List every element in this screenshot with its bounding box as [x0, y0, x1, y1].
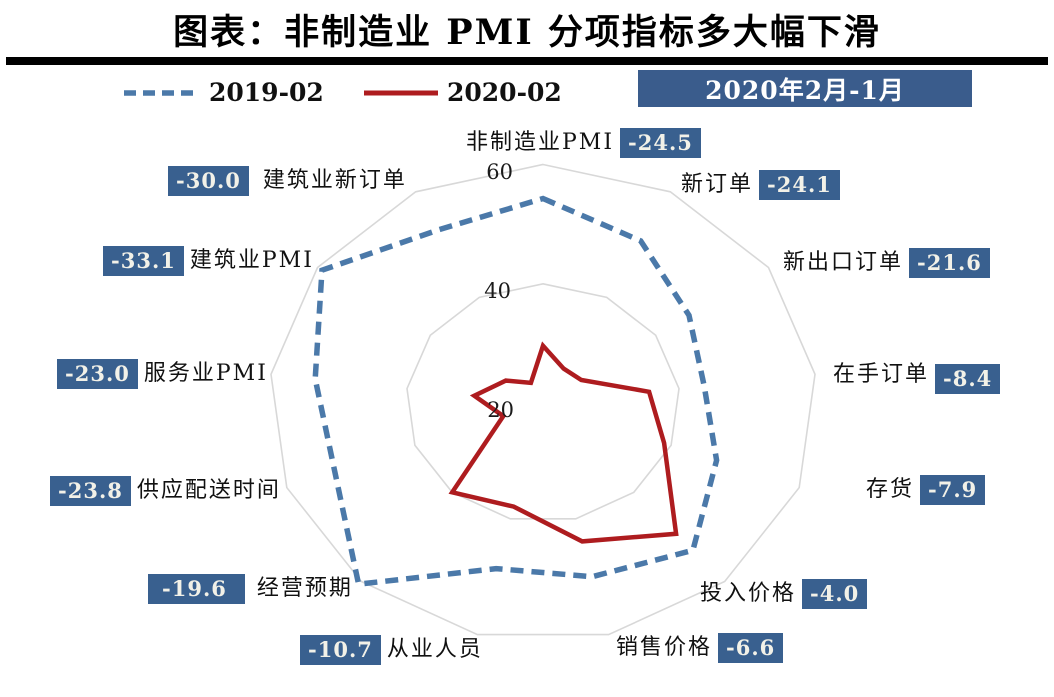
category-text: 新订单 — [681, 172, 754, 197]
category-text: 建筑业PMI — [189, 248, 314, 273]
label-inventories: 存货 -7.9 — [866, 475, 986, 505]
axis-tick-20: 20 — [487, 398, 514, 422]
change-badge: -10.7 — [300, 635, 381, 665]
axis-tick-40: 40 — [484, 279, 511, 303]
change-badge: -24.5 — [620, 128, 701, 158]
legend-label-2019: 2019-02 — [209, 78, 324, 107]
change-badge: -23.8 — [50, 476, 131, 506]
label-business-expectations: -19.6 经营预期 — [148, 574, 353, 604]
label-nonmanufacturing-pmi: 非制造业PMI -24.5 — [466, 128, 701, 158]
title-divider — [6, 57, 1048, 65]
change-badge: -23.0 — [57, 359, 138, 389]
grid-ring-60 — [270, 163, 816, 636]
category-text: 销售价格 — [616, 635, 713, 660]
period-badge: 2020年2月-1月 — [638, 70, 972, 107]
label-supplier-delivery-time: -23.8 供应配送时间 — [50, 476, 281, 506]
category-text: 服务业PMI — [143, 361, 268, 386]
solid-line-icon — [364, 90, 438, 95]
dashed-line-icon — [124, 89, 200, 96]
label-new-orders: 新订单 -24.1 — [681, 170, 840, 200]
category-text: 建筑业新订单 — [262, 168, 407, 193]
legend-item-2019: 2019-02 — [122, 78, 324, 107]
label-new-export-orders: 新出口订单 -21.6 — [783, 248, 990, 278]
series-polygon-2020-02 — [448, 341, 679, 544]
label-sales-prices: 销售价格 -6.6 — [616, 633, 784, 663]
label-services-pmi: -23.0 服务业PMI — [57, 359, 268, 389]
change-badge: -30.0 — [168, 166, 249, 196]
change-badge: -8.4 — [935, 364, 1001, 394]
change-badge: -6.6 — [718, 633, 784, 663]
label-orders-on-hand: 在手订单 -8.4 — [833, 360, 1001, 394]
label-construction-new-orders: -30.0 建筑业新订单 — [168, 166, 407, 196]
category-text: 在手订单 — [833, 362, 930, 387]
legend-item-2020: 2020-02 — [362, 78, 562, 107]
change-badge: -4.0 — [802, 579, 868, 609]
label-construction-pmi: -33.1 建筑业PMI — [103, 246, 314, 276]
category-text: 存货 — [866, 477, 915, 502]
category-text: 非制造业PMI — [466, 130, 615, 155]
axis-tick-60: 60 — [486, 160, 513, 184]
chart-title: 图表：非制造业 PMI 分项指标多大幅下滑 — [173, 12, 881, 53]
legend-label-2020: 2020-02 — [447, 78, 562, 107]
category-text: 新出口订单 — [783, 250, 904, 275]
category-text: 供应配送时间 — [136, 478, 281, 503]
change-badge: -7.9 — [920, 475, 986, 505]
change-badge: -21.6 — [909, 248, 990, 278]
grid-ring-40 — [406, 282, 680, 520]
change-badge: -24.1 — [759, 170, 840, 200]
change-badge: -33.1 — [103, 246, 184, 276]
category-text: 经营预期 — [256, 576, 353, 601]
label-employment: -10.7 从业人员 — [300, 635, 483, 665]
category-text: 投入价格 — [700, 581, 797, 606]
label-input-prices: 投入价格 -4.0 — [700, 579, 868, 609]
change-badge: -19.6 — [148, 574, 245, 604]
series-polygon-2019-02 — [312, 195, 720, 588]
category-text: 从业人员 — [386, 637, 483, 662]
